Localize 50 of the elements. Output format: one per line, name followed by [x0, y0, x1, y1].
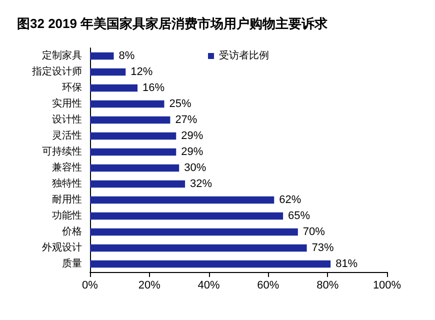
y-tick-label: 指定设计师 — [31, 66, 82, 78]
data-label: 27% — [175, 114, 198, 126]
data-label: 32% — [190, 178, 212, 190]
y-tick-label: 外观设计 — [42, 242, 82, 254]
data-label: 12% — [130, 66, 153, 78]
y-tick-label: 功能性 — [52, 210, 82, 222]
y-tick-label: 耐用性 — [52, 194, 82, 206]
data-label: 25% — [169, 98, 192, 110]
x-tick-label: 40% — [198, 280, 220, 292]
chart-title: 图32 2019 年美国家具家居消费市场用户购物主要诉求 — [17, 16, 329, 31]
y-tick-label: 质量 — [62, 258, 82, 270]
y-tick-label: 设计性 — [52, 114, 82, 126]
bar — [90, 100, 164, 108]
data-label: 73% — [312, 242, 334, 254]
bar — [90, 180, 186, 188]
x-tick-label: 0% — [82, 280, 98, 292]
bar — [90, 148, 176, 156]
bar — [90, 212, 284, 220]
bar — [90, 68, 126, 76]
bar — [90, 52, 114, 60]
bar — [90, 164, 180, 172]
y-tick-label: 独特性 — [52, 178, 82, 190]
y-tick-label: 可持续性 — [42, 146, 82, 158]
bar — [90, 132, 176, 140]
legend-label: 受访者比例 — [219, 50, 269, 62]
x-tick-label: 80% — [316, 280, 339, 292]
data-label: 8% — [118, 50, 135, 62]
y-tick-label: 定制家具 — [42, 50, 82, 62]
bar — [90, 260, 331, 268]
bar — [90, 116, 170, 124]
data-label: 65% — [288, 210, 310, 222]
x-tick-label: 60% — [257, 280, 280, 292]
data-label: 29% — [181, 146, 204, 158]
y-tick-label: 实用性 — [52, 98, 82, 110]
y-tick-label: 环保 — [62, 82, 82, 94]
bar — [90, 196, 274, 204]
y-tick-label: 兼容性 — [52, 162, 82, 174]
x-tick-label: 100% — [372, 280, 402, 292]
data-label: 29% — [181, 130, 204, 142]
data-label: 30% — [184, 162, 206, 174]
data-label: 70% — [302, 226, 326, 238]
data-label: 16% — [142, 82, 165, 94]
data-label: 81% — [336, 258, 358, 270]
bar — [90, 244, 307, 252]
bar — [90, 228, 298, 236]
x-tick-label: 20% — [138, 280, 161, 292]
data-label: 62% — [279, 194, 302, 206]
y-tick-label: 灵活性 — [52, 130, 82, 142]
y-tick-label: 价格 — [61, 226, 82, 238]
bar — [90, 84, 138, 92]
